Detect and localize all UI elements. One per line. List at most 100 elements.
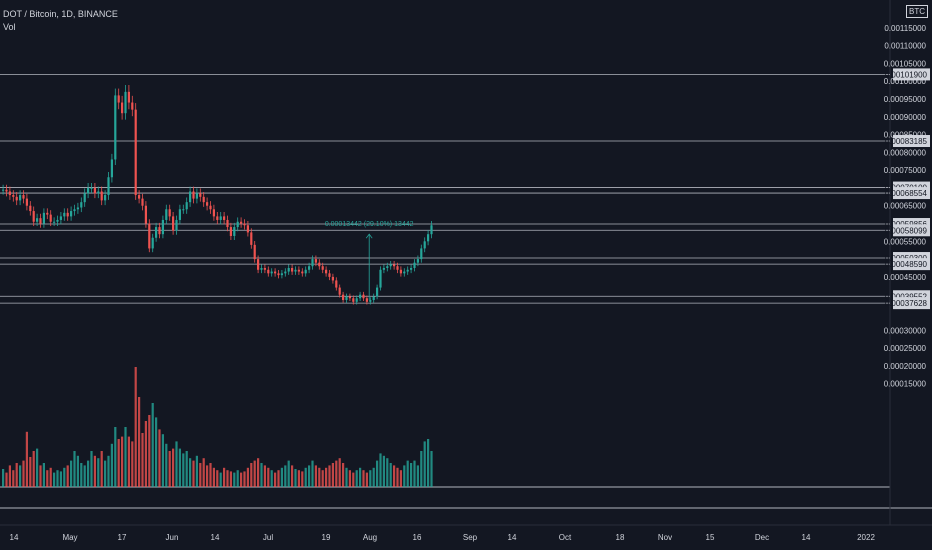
candle [280,273,283,276]
volume-bar [206,465,209,487]
y-tick-label: 0.00055000 [884,237,927,246]
candle [19,195,22,201]
candle [413,262,416,268]
volume-bar [178,448,181,487]
volume-bar [165,443,168,487]
candle [76,207,79,210]
candle [8,191,11,196]
volume-bar [335,460,338,487]
volume-bar [280,467,283,487]
x-tick-label: 14 [211,533,220,542]
candle [199,193,202,197]
volume-bar [226,470,229,487]
volume-bar [321,470,324,487]
volume-bar [416,465,419,487]
candle [182,209,185,211]
volume-bar [365,472,368,487]
candle [59,216,62,220]
candle [267,269,270,274]
volume-bar [141,433,144,487]
level-label: 0.00039552 [885,292,928,301]
candle [253,244,256,260]
volume-bar [233,472,236,487]
level-label-bg [893,258,930,271]
candle [389,264,392,267]
volume-bar [297,470,300,487]
volume-bar [66,465,69,487]
volume-bar [5,472,8,487]
volume-bar [134,367,137,487]
candle [53,221,56,223]
candle [107,177,110,196]
y-tick-label: 0.00075000 [884,166,927,175]
candle [138,195,141,199]
volume-bar [104,460,107,487]
candle [430,225,433,235]
volume-bar [352,472,355,487]
candle [175,219,178,231]
y-tick-label: 0.00110000 [884,42,926,51]
candle [83,193,86,203]
candle [365,298,368,302]
volume-bar [229,471,232,487]
currency-badge[interactable]: BTC [906,5,928,18]
volume-bar [240,472,243,487]
volume-bar [175,441,178,487]
volume-bar [90,451,93,487]
volume-label: Vol [3,22,16,32]
volume-bar [318,467,321,487]
volume-bar [274,472,277,487]
volume-bar [219,472,222,487]
candle [423,241,426,249]
measure-arrow-head [365,233,373,239]
level-label: 0.00058099 [885,226,928,235]
level-label-bg [893,224,930,237]
volume-bar [148,415,151,487]
volume-bar [202,458,205,487]
candle [165,209,168,220]
candle [372,296,375,301]
volume-bar [100,451,103,487]
y-tick-label: 0.00080000 [884,148,927,157]
volume-bar [420,451,423,487]
candle [195,193,198,199]
volume-bar [284,465,287,487]
volume-bar [379,453,382,487]
y-tick-label: 0.00095000 [884,95,927,104]
x-tick-label: Oct [559,533,572,542]
candle [420,248,423,260]
volume-bar [270,470,273,487]
x-tick-label: 18 [616,533,625,542]
candle [155,227,158,238]
candle [168,209,171,217]
x-tick-label: Jun [166,533,179,542]
y-tick-label: 0.00090000 [884,113,927,122]
candle [63,212,66,217]
volume-bar [195,455,198,487]
volume-bar [168,451,171,487]
volume-bar [29,457,32,487]
candle [304,269,307,274]
volume-bar [246,467,249,487]
volume-bar [304,467,307,487]
candle [348,296,351,299]
volume-bar [250,463,253,487]
candle [342,294,345,301]
candle [328,273,331,277]
volume-bar [328,465,331,487]
volume-bar [382,455,385,487]
level-label-bg [893,187,930,200]
volume-bar [410,463,413,487]
candle [2,189,5,191]
volume-bar [158,429,161,487]
candle [236,221,239,228]
candle [49,214,52,222]
volume-bar [277,470,280,487]
volume-bar [301,471,304,487]
level-label-bg [893,135,930,148]
y-tick-label: 0.00020000 [884,362,927,371]
volume-bar [151,403,154,487]
candle [325,269,328,274]
volume-bar [331,463,334,487]
